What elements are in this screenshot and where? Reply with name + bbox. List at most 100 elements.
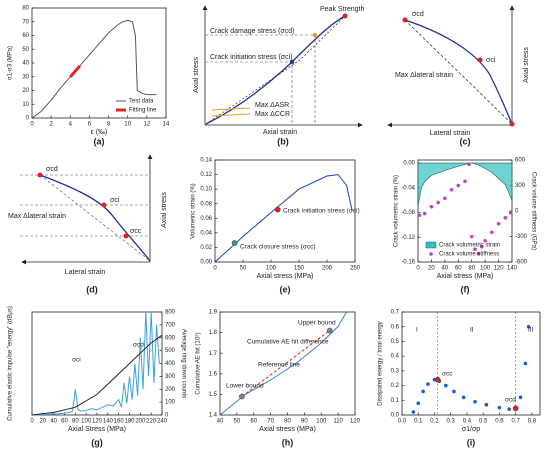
y-tick-label: -0.08 [401,210,415,216]
x-axis-label: Axial Stress (MPa) [68,426,126,433]
annotation: σci [486,57,496,64]
point [463,179,467,184]
point [123,233,129,239]
y-tick-label: 0.02 [200,245,212,251]
x-tick-label: 160 [114,419,125,425]
curve [404,19,513,125]
x-tick-label: 40 [442,266,449,272]
point [444,383,448,388]
x-tick-label: 100 [316,419,327,425]
panel-c: σcd σci Max Δlateral strain Axial stress… [387,5,530,146]
x-tick-label: 0.0 [398,419,407,425]
y-tick-label: 0.10 [200,187,212,193]
x-tick-label: 70 [267,419,274,425]
y-axis-label: Cumulative AE hit (10⁵) [195,332,202,394]
y-tick-label: 0.12 [200,172,212,178]
point [496,221,501,226]
y-tick-label: -0.16 [401,260,415,266]
point [509,121,515,127]
y2-tick-label: 600 [515,158,526,164]
point [490,230,494,235]
annotation: Cumulative AE hit difference [247,339,329,346]
y-axis-label: Axial stress [161,192,168,228]
panel-label: (b) [277,136,289,146]
x-tick-label: 20 [39,419,46,425]
y-axis-label: Axial stress [523,47,530,83]
point [411,410,416,414]
x-tick-label: 0.4 [463,419,472,425]
y-tick-label: 0.08 [200,201,212,207]
point [449,187,454,192]
y-tick-label: 0.7 [391,310,400,316]
panel-b: Peak Strength Crack damage stress (σcd) … [193,5,364,146]
annotation: Max Δlateral strain [8,213,66,220]
x-tick-label: 240 [157,419,168,425]
x-tick-label: 140 [103,419,114,425]
tangent [211,107,251,117]
y-axis-label: Cumulative elastic impulse "energy" (dBμ… [8,306,14,421]
line [241,330,331,397]
point [426,382,430,386]
y-tick-label: 80 [22,6,29,12]
x-tick-label: 2 [49,122,53,128]
x-tick-label: 0.1 [414,419,423,425]
y2-tick-label: 800 [165,310,176,316]
annotation: Max Δlateral strain [395,72,453,79]
x-tick-label: 0.6 [495,419,504,425]
y-tick-label: 40 [22,61,29,67]
y2-tick-label: 0 [165,413,169,419]
annotation: σcd [46,166,58,173]
y-tick-label: 1.5 [209,392,218,398]
x-tick-label: 140 [507,266,518,272]
annotation: Reference line [258,362,300,369]
plot-frame [214,159,356,263]
x-tick-label: 120 [494,266,505,272]
line [31,334,163,416]
point [507,407,511,411]
y-tick-label: 0.5 [391,339,400,345]
y-tick-label: 20 [22,88,29,94]
point [469,234,474,239]
x-tick-label: 120 [92,419,103,425]
x-tick-label: 0 [30,419,34,425]
x-tick-label: 250 [350,266,361,272]
curve [39,174,151,262]
y-tick-label: 0.6 [391,324,400,330]
y-tick-label: 1.7 [209,351,218,357]
panel-label: (i) [467,437,476,447]
annotation: II [470,327,474,334]
y2-tick-label: 0 [515,209,519,215]
y-axis-label: Crack volumetric strain (%) [394,175,400,247]
plot-frame [31,311,163,416]
y-tick-label: 0.06 [200,216,212,222]
x-tick-label: 0.5 [479,419,488,425]
annotation: σcd [412,11,424,18]
annotation: Crack damage stress (σcd) [210,28,294,35]
x-tick-label: 40 [50,419,57,425]
y-tick-label: 0.00 [403,161,415,167]
x-tick-label: 150 [294,266,305,272]
y2-axis-label: Average ring down counts [180,329,186,398]
x-tick-label: 60 [250,419,257,425]
line [219,311,348,416]
point [479,244,484,249]
annotation: σcc [130,228,142,235]
point [312,32,318,38]
x-tick-label: 60 [455,266,462,272]
annotation: Crack closure stress (σcc) [240,244,316,251]
point [473,247,477,252]
marker [512,405,519,412]
legend-label: Crack volume stiffness [439,252,499,258]
y2-tick-label: 600 [165,335,176,341]
point [508,210,513,215]
x-tick-label: 40 [217,419,224,425]
y2-axis-label: Crack volume stiffness (GPa) [530,172,536,250]
x-tick-label: 0 [416,266,420,272]
legend-label: Fitting line [129,108,157,114]
x-tick-label: 0 [30,122,34,128]
x-tick-label: 200 [135,419,146,425]
annotation: σci [110,197,120,204]
annotation: σcd [505,397,516,404]
point [476,251,481,256]
